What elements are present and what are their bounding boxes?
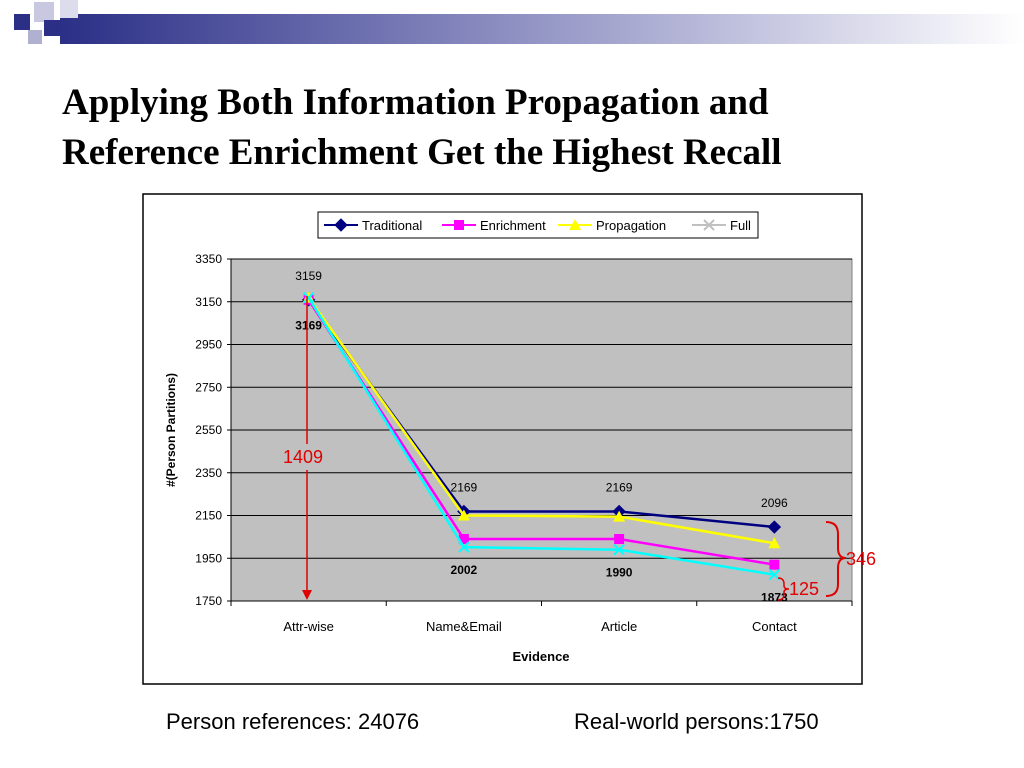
footer-person-references: Person references: 24076 <box>166 709 420 734</box>
y-tick-label: 1750 <box>195 594 222 608</box>
series-point-full <box>613 543 625 556</box>
y-tick-label: 3150 <box>195 295 222 309</box>
data-label-traditional: 3159 <box>295 269 322 283</box>
gap-small-brace <box>777 577 790 601</box>
legend-label-full: Full <box>730 218 751 233</box>
data-label-full: 1990 <box>606 566 633 580</box>
series-layer <box>301 291 782 581</box>
decor-square-1 <box>14 14 30 30</box>
series-point-enrichment <box>769 559 780 570</box>
y-tick-label: 2550 <box>195 423 222 437</box>
data-label-full: 1873 <box>761 591 788 605</box>
legend-label-enrichment: Enrichment <box>480 218 546 233</box>
legend-marker-enrichment <box>454 220 464 230</box>
legend-label-traditional: Traditional <box>362 218 422 233</box>
legend: Traditional Enrichment Propagation Full <box>317 211 759 239</box>
legend-box <box>317 211 759 239</box>
decor-square-2 <box>34 2 54 22</box>
series-point-propagation <box>613 510 626 522</box>
axis-layer: 1750 1950 2150 2350 2550 2750 2950 3150 3350 Attr… <box>195 252 853 634</box>
x-tick-label: Attr-wise <box>283 619 334 634</box>
data-label-layer: 3159 2169 2169 2096 3169 2002 1990 1873 <box>295 269 788 605</box>
y-tick-label: 2950 <box>195 338 222 352</box>
series-point-enrichment <box>458 534 469 545</box>
drop-label-bg <box>278 444 358 470</box>
legend-marker-traditional <box>334 218 348 232</box>
decor-square-5 <box>60 0 78 18</box>
legend-label-propagation: Propagation <box>596 218 666 233</box>
drop-label: 1409 <box>283 447 323 467</box>
gap-total-label: 346 <box>846 549 876 569</box>
slide-title-line-1: Applying Both Information Propagation an… <box>62 82 769 123</box>
data-label-traditional: 2096 <box>761 496 788 510</box>
series-point-full <box>768 569 781 581</box>
legend-marker-full <box>703 219 715 231</box>
series-point-propagation <box>457 509 470 521</box>
x-tick-label: Contact <box>752 619 797 634</box>
header-gradient-band <box>60 14 1024 44</box>
y-tick-label: 2150 <box>195 509 222 523</box>
y-tick-label: 3350 <box>195 252 222 266</box>
data-label-full: 3169 <box>295 319 322 333</box>
footer-real-world-persons: Real-world persons:1750 <box>574 709 819 734</box>
legend-marker-propagation <box>569 219 581 230</box>
series-point-full <box>458 541 470 553</box>
series-line-propagation <box>307 296 775 545</box>
y-axis-title: #(Person Partitions) <box>164 373 178 487</box>
x-tick-label: Name&Email <box>426 619 502 634</box>
series-point-enrichment <box>614 534 625 545</box>
x-tick-label: Article <box>601 619 637 634</box>
slide-title: Applying Both Information Propagation an… <box>62 78 1012 178</box>
slide-title-line-2: Reference Enrichment Get the Highest Rec… <box>62 132 782 173</box>
gap-small-label: 125 <box>789 579 819 599</box>
decor-square-3 <box>44 20 60 36</box>
y-tick-label: 1950 <box>195 551 222 565</box>
x-axis-title: Evidence <box>512 649 569 664</box>
y-tick-label: 2350 <box>195 466 222 480</box>
y-tick-label: 2750 <box>195 380 222 394</box>
series-point-full <box>302 291 315 304</box>
drop-arrow-head <box>302 590 312 600</box>
gap-total-brace <box>825 521 847 597</box>
data-label-full: 2002 <box>451 563 478 577</box>
decor-square-4 <box>28 30 42 44</box>
series-line-full <box>307 297 775 576</box>
data-label-traditional: 2169 <box>606 480 633 494</box>
series-point-traditional <box>767 520 782 534</box>
series-line-enrichment <box>307 299 775 566</box>
data-label-traditional: 2169 <box>451 480 478 494</box>
series-point-propagation <box>768 537 781 549</box>
